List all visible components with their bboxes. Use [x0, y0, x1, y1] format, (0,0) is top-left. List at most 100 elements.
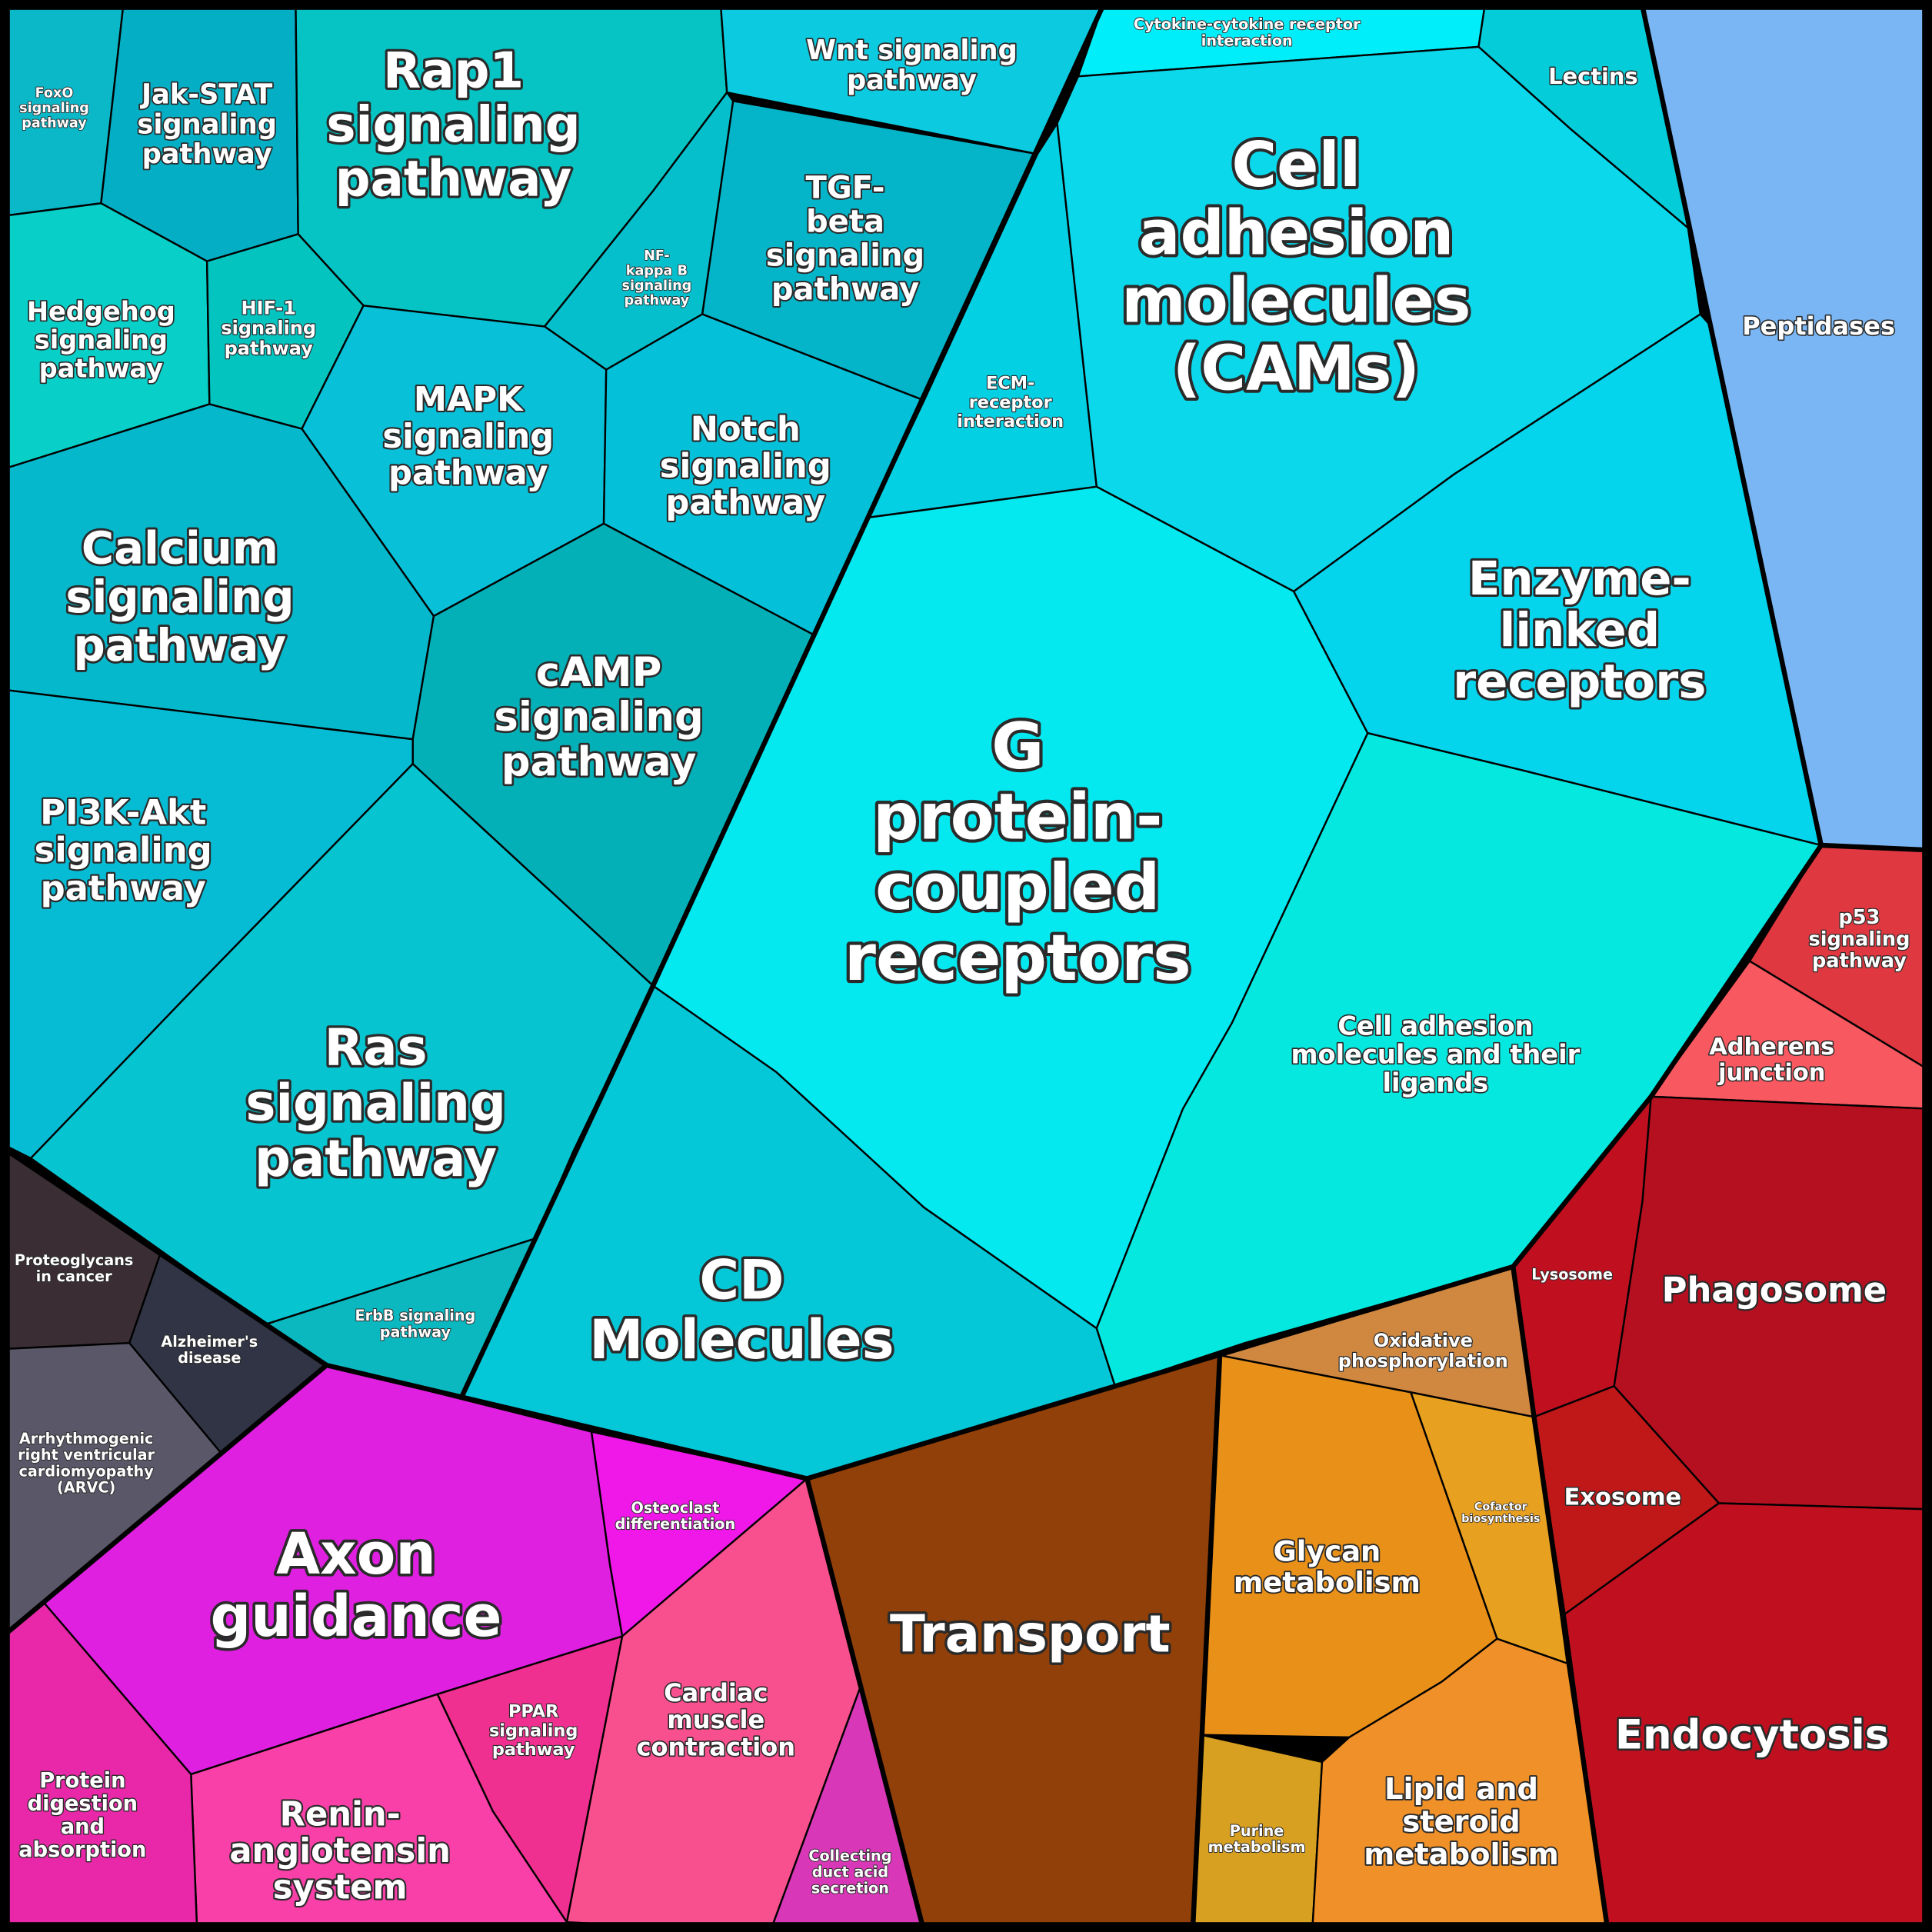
cell-label: pathway: [225, 338, 314, 359]
cell-label: MAPK: [414, 381, 524, 419]
cell-label: Molecules: [589, 1308, 894, 1371]
cell-label: Lipid and: [1384, 1772, 1538, 1807]
cell-label: in cancer: [36, 1267, 112, 1285]
group-border: [459, 5, 1105, 1397]
cell-label: absorption: [18, 1838, 146, 1862]
cell-label: Endocytosis: [1615, 1712, 1889, 1759]
cell-label: steroid: [1402, 1805, 1520, 1840]
cell-label: Wnt signaling: [806, 35, 1018, 66]
cell-label: Oxidative: [1374, 1330, 1473, 1351]
cell-label: angiotensin: [229, 1832, 451, 1870]
cell-label: signaling: [660, 447, 831, 485]
cell-label: biosynthesis: [1461, 1513, 1540, 1525]
cell-label: Hedgehog: [27, 296, 175, 326]
cell-label: metabolism: [1364, 1837, 1559, 1872]
cell-label: (CAMs): [1173, 333, 1420, 405]
cell-label: signaling: [245, 1074, 505, 1133]
cell-label: pathway: [1812, 950, 1907, 973]
cell-label: p53: [1838, 906, 1880, 929]
cell-label: pathway: [39, 353, 163, 383]
cell-label: molecules and their: [1291, 1039, 1581, 1069]
cell-label: Collecting: [808, 1847, 891, 1864]
cell-label: signaling: [382, 418, 554, 456]
cell-label: metabolism: [1208, 1838, 1306, 1856]
cell-label: secretion: [811, 1880, 889, 1897]
cell-label: Proteoglycans: [15, 1251, 134, 1269]
cell-label: right ventricular: [18, 1446, 155, 1464]
cell-label: interaction: [1201, 32, 1293, 49]
cell-label: Cytokine-cytokine receptor: [1134, 15, 1361, 33]
cell-label: Cofactor: [1474, 1501, 1528, 1513]
cell-label: NF-: [644, 248, 670, 264]
cell-label: Cell: [1231, 129, 1361, 201]
cell-label: beta: [806, 204, 884, 239]
cell-label: metabolism: [1234, 1566, 1421, 1599]
cell-label: Adherens: [1709, 1034, 1834, 1061]
cell-label: cAMP: [536, 649, 662, 696]
cell-label: signaling: [137, 108, 277, 140]
cell-label: Glycan: [1274, 1535, 1381, 1568]
cell-label: muscle: [667, 1705, 764, 1734]
cell: [1095, 731, 1823, 1387]
group-border: [1640, 5, 1824, 846]
cell-label: Osteoclast: [631, 1499, 720, 1517]
cell-label: Exosome: [1564, 1484, 1682, 1511]
cell-label: (ARVC): [57, 1478, 115, 1496]
cell-label: Rap1: [383, 43, 524, 100]
cell-label: Peptidases: [1742, 311, 1895, 341]
cell: [1311, 1637, 1609, 1932]
cell-label: contraction: [636, 1732, 795, 1761]
cell-label: Alzheimer's: [161, 1333, 258, 1351]
cell-label: CD: [699, 1249, 784, 1312]
cell-label: receptors: [1453, 655, 1706, 709]
cell-label: Enzyme-: [1468, 551, 1691, 606]
cell-label: protein-: [873, 780, 1163, 854]
cell-label: receptors: [844, 921, 1191, 995]
cells: [0, 5, 1932, 1932]
cell-label: signaling: [489, 1720, 578, 1740]
cell-label: pathway: [380, 1323, 451, 1341]
cell-label: Arrhythmogenic: [19, 1430, 154, 1447]
cell-label: Cardiac: [664, 1678, 768, 1707]
cell-label: Jak-STAT: [140, 79, 272, 111]
cell-label: Calcium: [82, 521, 278, 574]
cell-label: pathway: [335, 152, 572, 208]
labels: FoxOsignalingpathwayJak-STATsignalingpat…: [14, 15, 1911, 1908]
cell-label: differentiation: [615, 1515, 736, 1533]
cell-label: FoxO: [35, 86, 74, 102]
cell-label: junction: [1717, 1060, 1825, 1087]
cell-label: pathway: [847, 65, 977, 96]
cell-label: signaling: [35, 325, 168, 355]
cell-label: ligands: [1382, 1068, 1488, 1098]
cell-label: receptor: [969, 392, 1052, 412]
cell-label: pathway: [501, 738, 697, 785]
cell-label: pathway: [74, 619, 287, 671]
group-border: [804, 1477, 927, 1932]
cell-label: kappa B: [626, 263, 688, 278]
cell-label: Cell adhesion: [1337, 1011, 1533, 1041]
cell-label: guidance: [210, 1584, 501, 1650]
cell-label: Lysosome: [1531, 1266, 1613, 1284]
cell-label: TGF-: [806, 170, 885, 205]
group-border: [1190, 1355, 1223, 1932]
cell-label: adhesion: [1138, 197, 1454, 268]
cell-label: Phagosome: [1662, 1270, 1887, 1311]
cell-label: linked: [1499, 603, 1660, 658]
cell-label: signaling: [1808, 928, 1910, 951]
cell-label: digestion: [28, 1792, 138, 1816]
cell-label: Ras: [325, 1018, 428, 1077]
cell-label: Transport: [890, 1604, 1171, 1664]
cell-label: signaling: [19, 101, 89, 116]
cell-label: pathway: [625, 293, 690, 308]
cell-label: duct acid: [812, 1864, 888, 1881]
cell-label: ECM-: [986, 374, 1034, 394]
cell-label: pathway: [142, 138, 272, 170]
cell-label: Notch: [691, 411, 801, 449]
cell-label: pathway: [388, 454, 548, 492]
cell-label: pathway: [492, 1740, 575, 1760]
cell-label: Lectins: [1548, 63, 1637, 89]
cell-label: signaling: [326, 97, 580, 154]
cell-label: interaction: [957, 411, 1064, 431]
group-borders: [0, 5, 1932, 1932]
